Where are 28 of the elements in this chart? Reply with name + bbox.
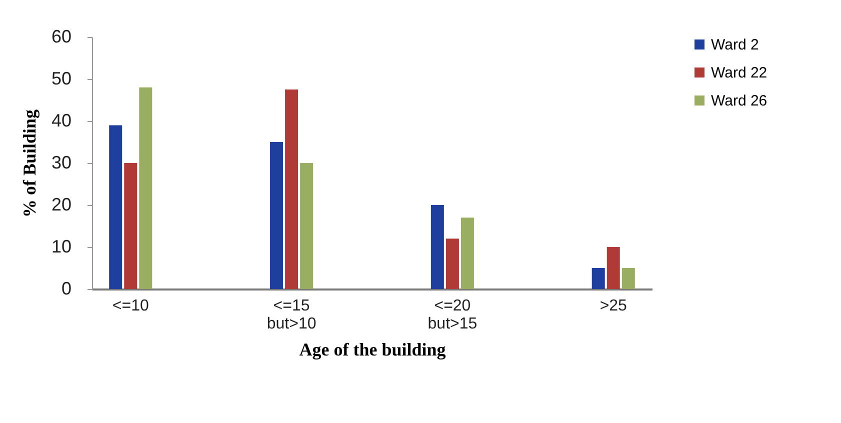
bar <box>606 247 620 289</box>
bar <box>124 163 138 289</box>
x-tick-label: <=15 but>10 <box>266 298 316 332</box>
y-axis-title: % of Building <box>19 109 40 218</box>
x-tick-label: >25 <box>600 298 628 314</box>
bar <box>446 238 459 289</box>
bar <box>430 205 444 289</box>
y-tick-label: 40 <box>51 110 72 130</box>
bar <box>285 90 298 289</box>
legend-label: Ward 22 <box>711 64 768 82</box>
bar <box>109 125 122 289</box>
bar <box>270 142 284 289</box>
bar <box>139 87 152 289</box>
bar <box>622 268 635 289</box>
y-tick-label: 20 <box>51 194 72 214</box>
bar <box>460 218 474 289</box>
bar <box>592 268 605 289</box>
y-tick-label: 10 <box>51 236 72 256</box>
x-axis-title: Age of the building <box>299 340 446 360</box>
legend-label: Ward 2 <box>711 36 759 54</box>
legend-label: Ward 26 <box>711 92 768 110</box>
x-tick-label: <=10 <box>112 298 149 314</box>
y-tick-label: 60 <box>51 26 72 46</box>
y-tick-label: 30 <box>51 152 72 172</box>
bar <box>300 163 314 289</box>
x-tick-label: <=20 but>15 <box>428 298 478 332</box>
y-tick-label: 50 <box>51 68 72 88</box>
y-tick-label: 0 <box>61 278 72 298</box>
